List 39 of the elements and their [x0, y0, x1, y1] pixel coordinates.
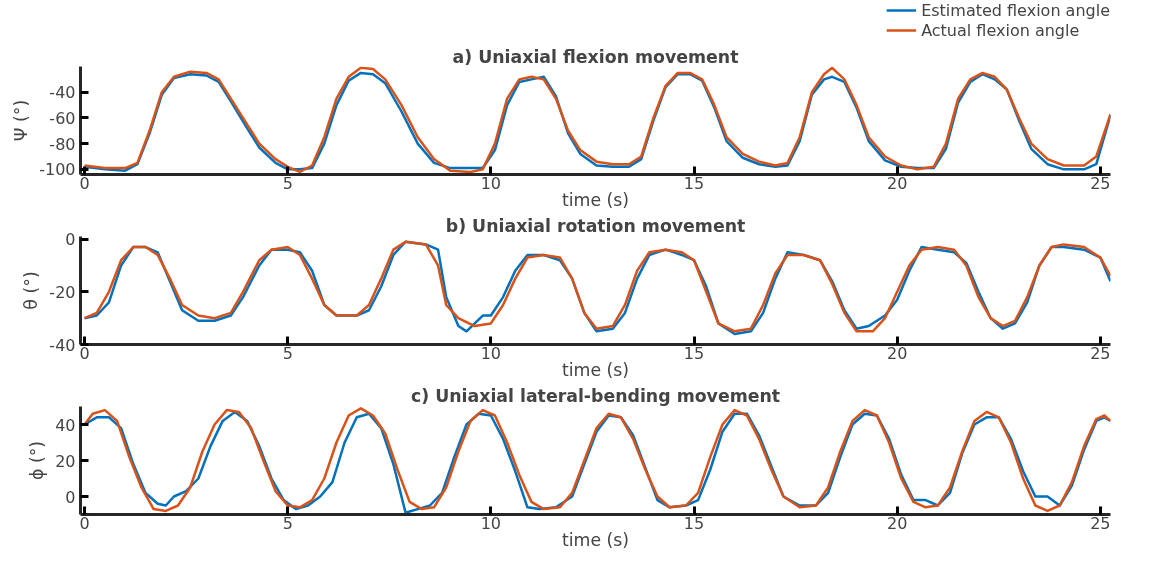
x-tick-label: 10	[480, 513, 502, 533]
x-tick-label: 15	[683, 513, 705, 533]
x-tick-label: 25	[1090, 343, 1111, 363]
chart-title: a) Uniaxial flexion movement	[452, 46, 739, 67]
x-tick-label: 20	[887, 343, 908, 363]
y-tick-label: 0	[65, 487, 76, 507]
x-tick-label: 15	[683, 173, 705, 193]
y-axis-title: ϕ (°)	[27, 440, 48, 481]
y-tick-label: -40	[49, 335, 76, 355]
y-axis-title: Ψ (°)	[11, 99, 32, 142]
y-tick-label: -40	[49, 83, 76, 103]
x-tick-label: 0	[79, 173, 90, 193]
chart-title: b) Uniaxial rotation movement	[445, 215, 746, 236]
y-tick-label: 0	[65, 230, 76, 250]
x-tick-label: 20	[887, 173, 908, 193]
x-tick-label: 5	[282, 513, 293, 533]
chart-title: c) Uniaxial lateral-bending movement	[410, 385, 781, 406]
x-tick-label: 15	[683, 343, 705, 363]
x-tick-label: 10	[480, 343, 502, 363]
x-tick-label: 20	[887, 513, 908, 533]
x-axis-title: time (s)	[561, 529, 630, 550]
y-tick-label: 40	[55, 415, 76, 435]
legend-label: Actual flexion angle	[921, 20, 1080, 40]
x-tick-label: 0	[79, 343, 90, 363]
y-tick-label: -20	[49, 282, 76, 302]
x-axis-title: time (s)	[561, 359, 630, 380]
x-tick-label: 5	[282, 173, 293, 193]
x-tick-label: 25	[1090, 173, 1111, 193]
legend-label: Estimated flexion angle	[921, 0, 1110, 20]
x-tick-label: 0	[79, 513, 90, 533]
y-tick-label: -80	[49, 134, 76, 154]
x-tick-label: 10	[480, 173, 502, 193]
y-tick-label: -100	[39, 160, 76, 180]
x-tick-label: 25	[1090, 513, 1111, 533]
x-axis-title: time (s)	[561, 189, 630, 210]
y-tick-label: -60	[49, 108, 76, 128]
y-tick-label: 20	[55, 451, 76, 471]
y-axis-title: θ (°)	[21, 271, 42, 310]
x-tick-label: 5	[282, 343, 293, 363]
